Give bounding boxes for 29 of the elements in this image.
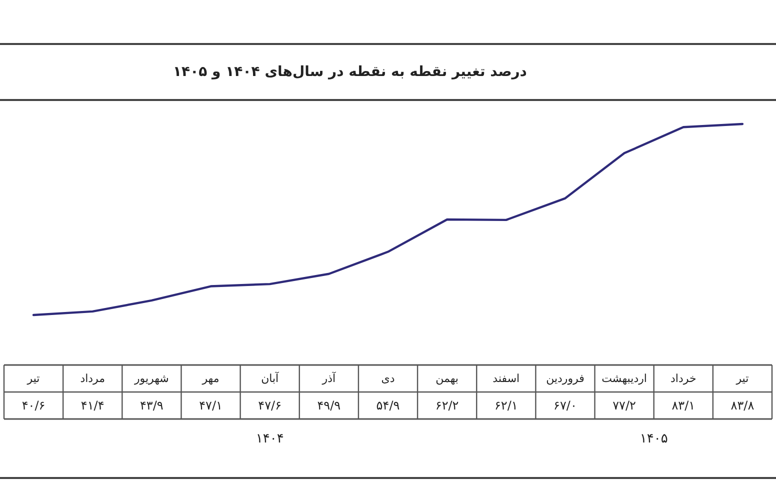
x-tick-label: بهمن: [436, 372, 459, 385]
data-label: ۴۱/۴: [80, 398, 104, 412]
data-label: ۶۷/۰: [554, 398, 577, 412]
x-tick-label: آذر: [321, 371, 336, 385]
data-label: ۷۷/۲: [612, 398, 636, 412]
x-tick-label: آبان: [261, 371, 280, 385]
chart-title: درصد تغییر نقطه به نقطه در سال‌های ۱۴۰۴ و ۱۴۰۵: [173, 64, 527, 80]
data-label: ۸۳/۱: [672, 398, 696, 412]
x-tick-label: اردیبهشت: [602, 372, 647, 385]
data-label: ۸۳/۸: [730, 398, 755, 412]
text: ۱۴۰۴: [256, 432, 284, 446]
x-tick-label: دی: [381, 372, 395, 385]
x-tick-label: شهریور: [133, 372, 169, 385]
data-label: ۵۴/۹: [376, 398, 400, 412]
data-label: ۴۳/۹: [140, 398, 164, 412]
data-label: ۶۲/۲: [435, 398, 459, 412]
data-label: ۶۲/۱: [494, 398, 518, 412]
x-tick-label: تیر: [26, 372, 40, 385]
x-tick-label: تیر: [735, 372, 749, 385]
x-tick-label: اسفند: [492, 372, 520, 385]
x-tick-label: مهر: [201, 372, 220, 385]
data-label: ۴۷/۶: [258, 398, 282, 412]
x-tick-label: مرداد: [80, 372, 106, 385]
data-label: ۴۷/۱: [199, 398, 222, 412]
x-tick-label: فروردین: [546, 372, 584, 385]
x-tick-label: خرداد: [670, 372, 696, 385]
text: ۱۴۰۵: [640, 432, 668, 446]
data-label: ۴۰/۶: [22, 398, 46, 412]
data-label: ۴۹/۹: [317, 398, 341, 412]
